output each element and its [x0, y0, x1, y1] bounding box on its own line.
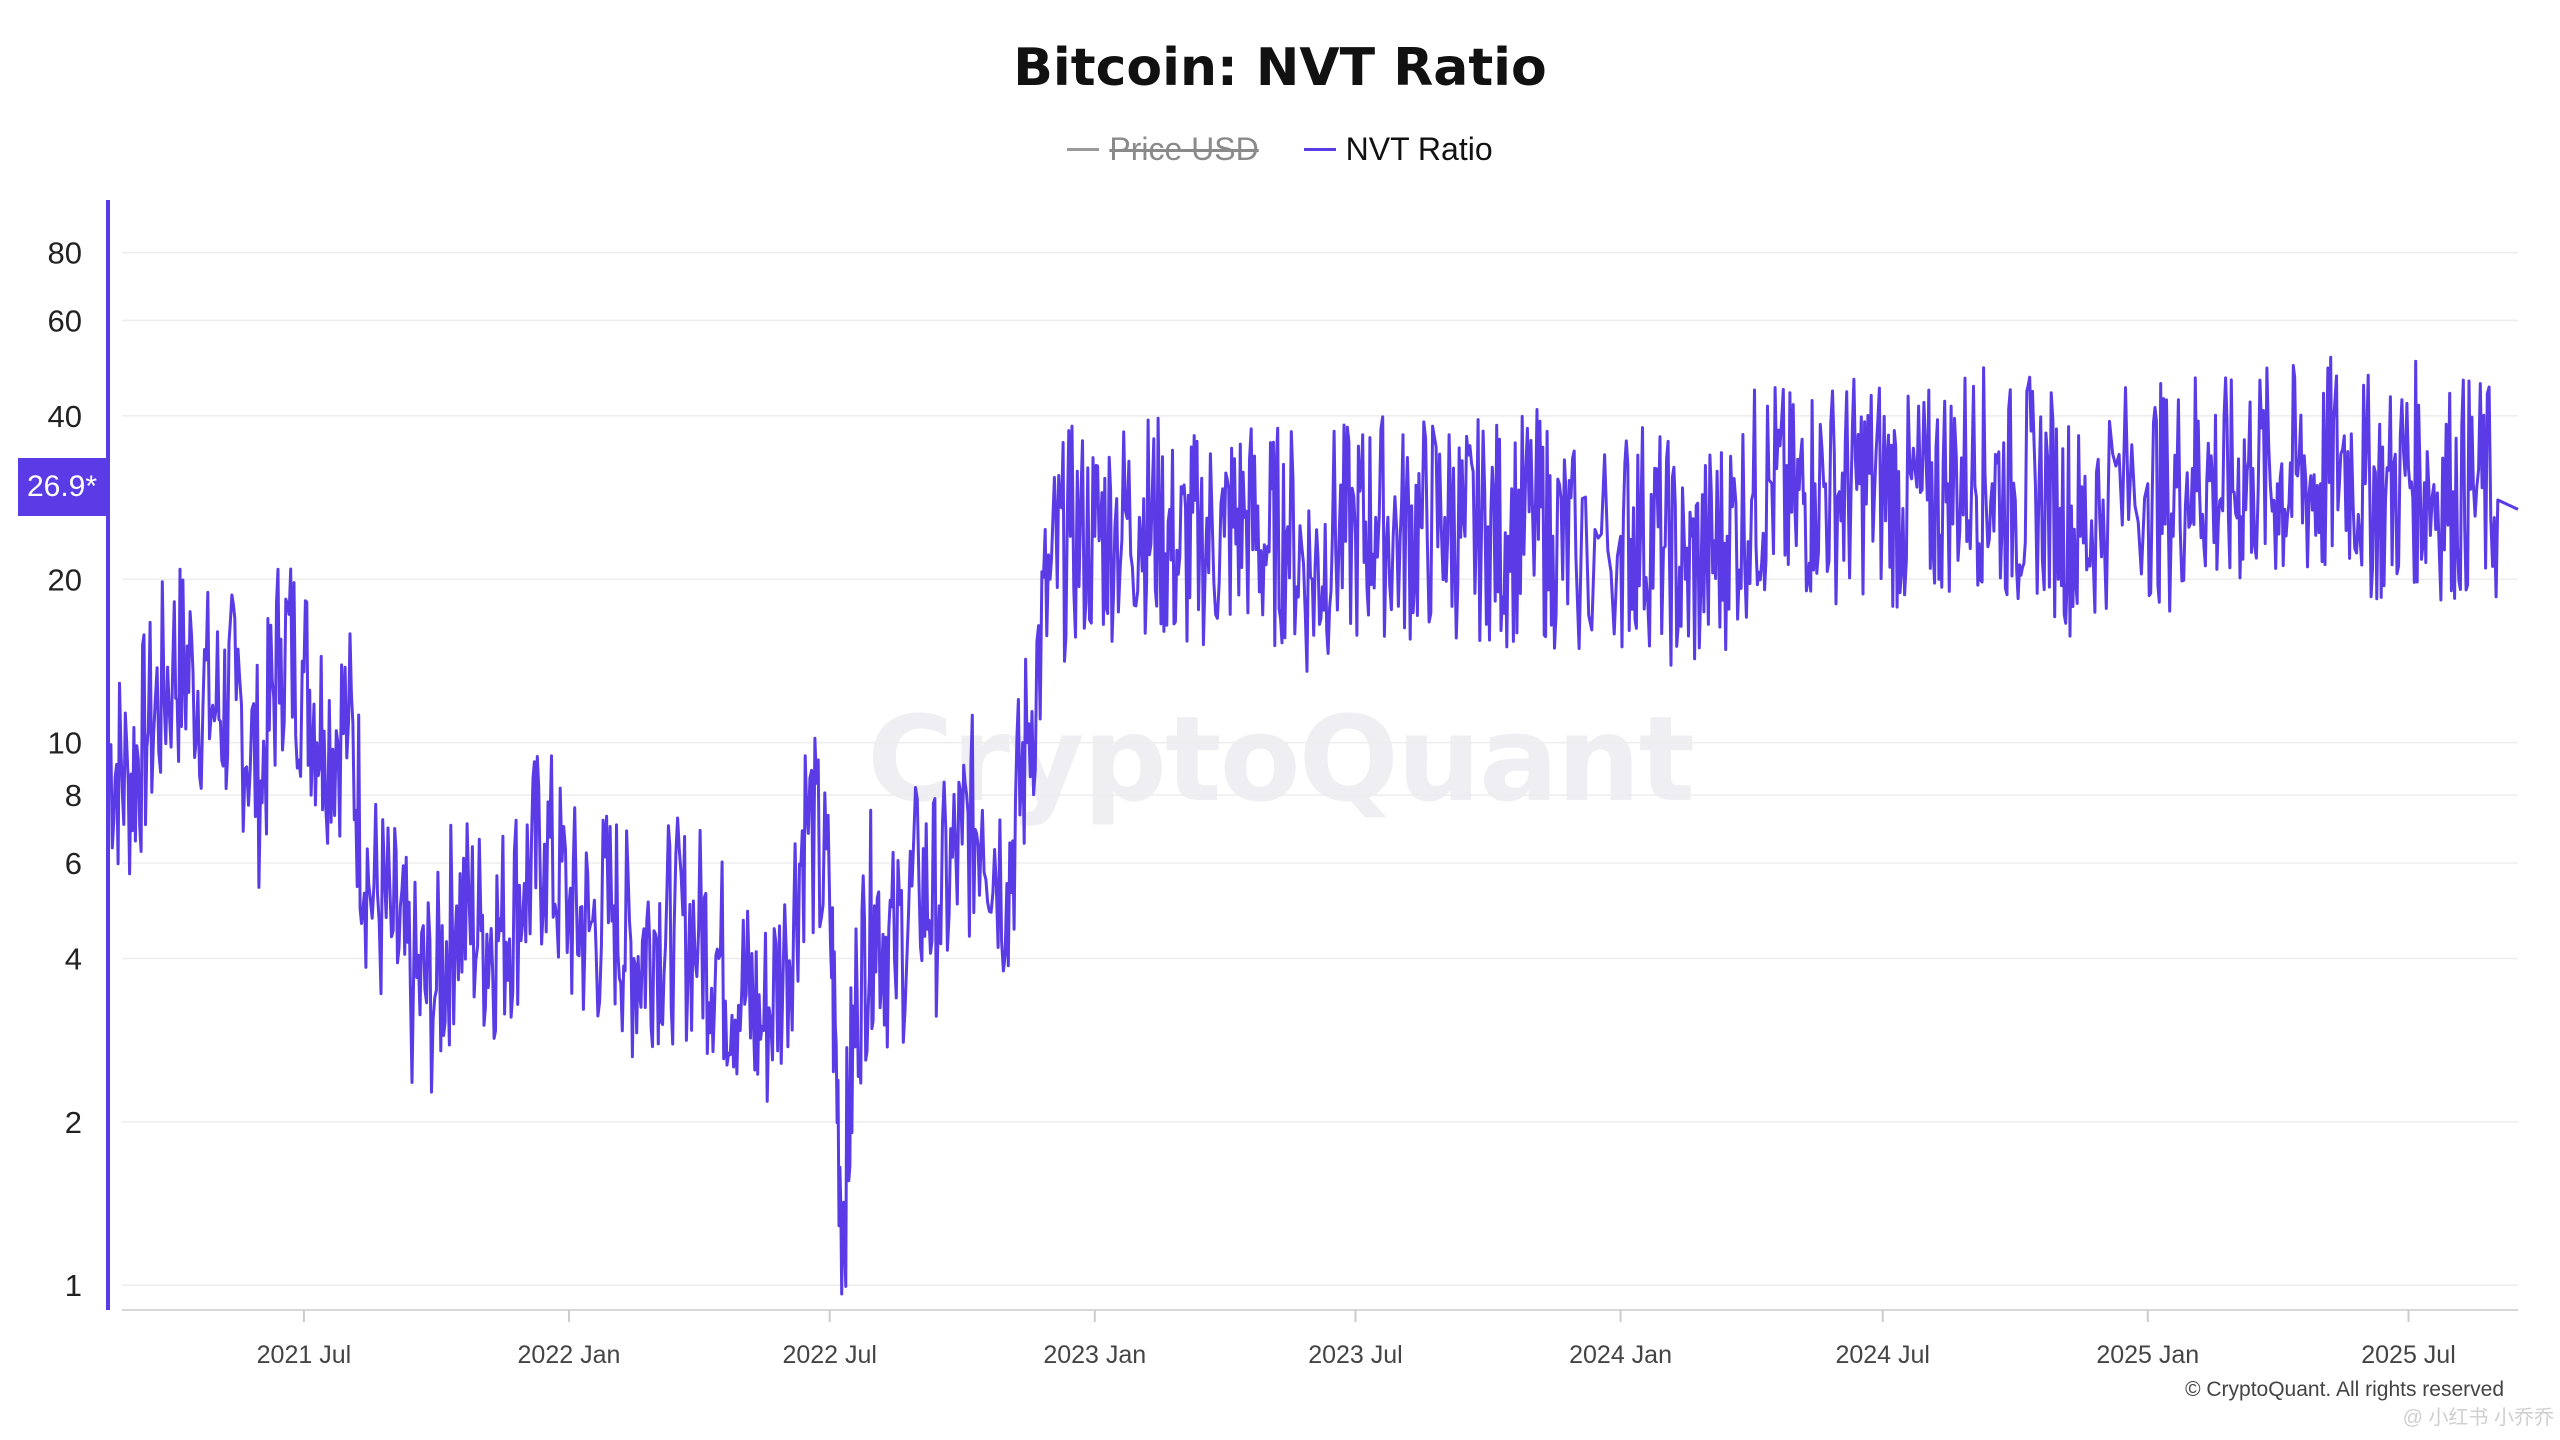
y-tick-label-40: 40	[48, 399, 82, 434]
current-value-tag: 26.9*	[18, 458, 106, 516]
legend-item-price-usd[interactable]: Price USD	[1067, 131, 1259, 168]
x-tick-label-1: 2022 Jan	[518, 1341, 621, 1369]
x-tick-label-7: 2025 Jan	[2096, 1341, 2199, 1369]
y-tick-label-2: 2	[65, 1105, 82, 1140]
y-tick-label-60: 60	[48, 303, 82, 338]
legend-swatch-nvt-ratio	[1303, 148, 1336, 151]
y-tick-label-10: 10	[48, 726, 82, 761]
y-tick-label-8: 8	[65, 778, 82, 813]
x-tick-label-2: 2022 Jul	[782, 1341, 877, 1369]
legend-label-price-usd: Price USD	[1109, 131, 1259, 167]
legend-swatch-price-usd	[1067, 148, 1100, 151]
y-tick-label-1: 1	[65, 1268, 82, 1303]
legend-item-nvt-ratio[interactable]: NVT Ratio	[1303, 131, 1493, 168]
series-line-nvt-ratio	[106, 355, 2519, 1296]
x-tick-label-5: 2024 Jan	[1569, 1341, 1672, 1369]
y-tick-label-20: 20	[48, 562, 82, 597]
social-mark: @ 小红书 小乔乔	[2402, 1407, 2554, 1429]
x-tick-label-6: 2024 Jul	[1835, 1341, 1930, 1369]
y-tick-label-80: 80	[48, 236, 82, 271]
x-tick-label-4: 2023 Jul	[1308, 1341, 1403, 1369]
x-tick-label-8: 2025 Jul	[2361, 1341, 2456, 1369]
copyright: © CryptoQuant. All rights reserved	[2185, 1378, 2504, 1401]
y-tick-label-6: 6	[65, 846, 82, 881]
legend-label-nvt-ratio: NVT Ratio	[1345, 131, 1493, 167]
x-tick-label-0: 2021 Jul	[257, 1341, 352, 1369]
y-tick-label-4: 4	[65, 942, 82, 977]
legend: Price USD NVT Ratio	[0, 122, 2560, 168]
x-tick-label-3: 2023 Jan	[1043, 1341, 1146, 1369]
chart-title: Bitcoin: NVT Ratio	[1013, 38, 1547, 98]
